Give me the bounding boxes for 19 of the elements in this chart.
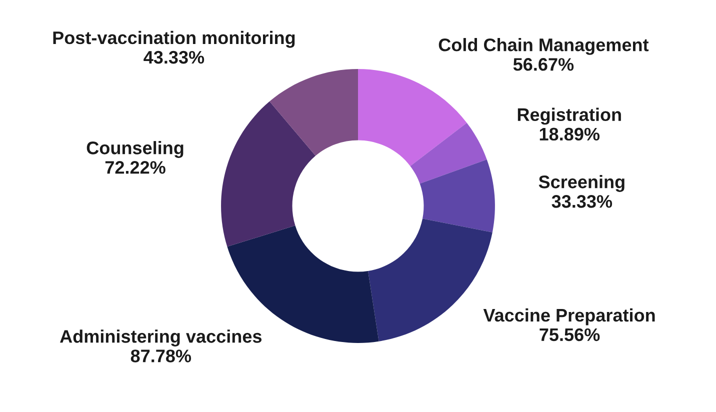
data-label: 18.89% — [540, 128, 600, 141]
slice-label: Screening — [538, 175, 624, 192]
slice-label: Vaccine Preparation — [483, 308, 655, 326]
donut-slice — [358, 69, 467, 166]
donut-slice — [410, 122, 487, 184]
data-label: 87.78% — [130, 350, 192, 362]
slice-label: Post-vaccination monitoring — [53, 30, 295, 48]
donut-slice — [221, 101, 316, 247]
donut-slice — [270, 69, 358, 156]
slice-label: Cold Chain Management — [438, 38, 649, 55]
donut-slice — [420, 159, 495, 232]
data-label: 75.56% — [540, 328, 600, 342]
data-label: 43.33% — [144, 50, 204, 64]
slice-label: Counseling — [86, 141, 184, 158]
slice-label: Registration — [518, 108, 621, 125]
slice-label: Administering vaccines — [60, 330, 262, 346]
data-label: 33.33% — [552, 195, 612, 208]
data-label: 72.22% — [105, 161, 166, 174]
data-label: 56.67% — [513, 58, 574, 71]
